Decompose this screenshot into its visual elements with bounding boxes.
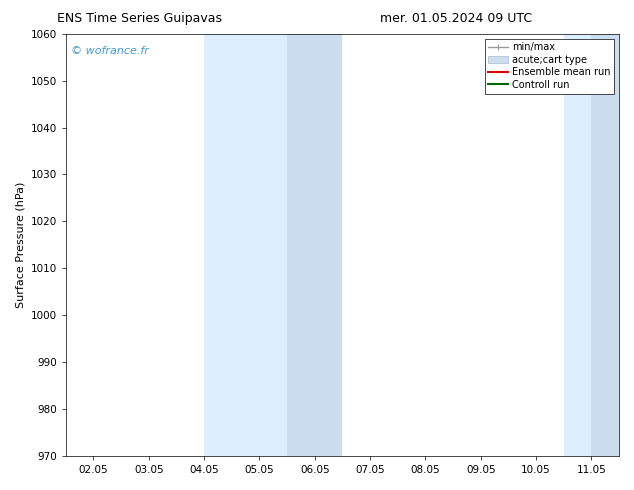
Bar [232, 34, 287, 456]
Legend: min/max, acute;cart type, Ensemble mean run, Controll run: min/max, acute;cart type, Ensemble mean … [484, 39, 614, 94]
Bar [592, 34, 619, 456]
Y-axis label: Surface Pressure (hPa): Surface Pressure (hPa) [15, 182, 25, 308]
Text: ENS Time Series Guipavas: ENS Time Series Guipavas [57, 12, 222, 25]
Bar [287, 34, 342, 456]
Text: mer. 01.05.2024 09 UTC: mer. 01.05.2024 09 UTC [380, 12, 533, 25]
Bar [564, 34, 592, 456]
Text: © wofrance.fr: © wofrance.fr [72, 47, 149, 56]
Bar [204, 34, 232, 456]
